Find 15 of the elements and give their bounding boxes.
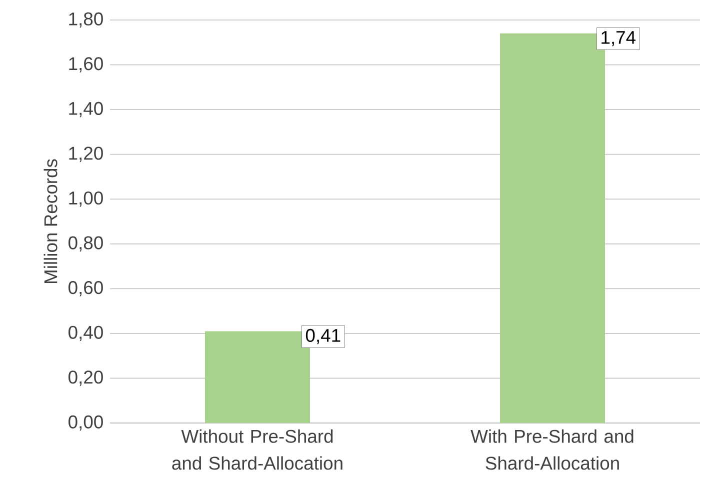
y-tick-label: 0,60 [68,281,103,296]
y-tick-label: 1,20 [69,146,103,162]
x-tick-label: Without Pre-Shard and Shard-Allocation [172,429,342,470]
y-tick-label: 0,80 [68,236,103,252]
y-tick-label: 1,40 [69,102,103,118]
y-axis-title: Million Records [44,159,58,283]
y-tick-label: 1,00 [69,191,103,207]
y-tick-label: 0,40 [68,326,103,342]
data-label: 1,74 [602,31,636,46]
data-label: 0,41 [306,328,340,344]
y-tick-label: 1,80 [69,12,103,28]
y-tick-label: 0,20 [68,370,103,386]
x-tick-label: With Pre-Shard and Shard-Allocation [470,429,634,470]
y-tick-label: 0,00 [68,415,103,431]
y-tick-label: 1,60 [69,57,103,72]
